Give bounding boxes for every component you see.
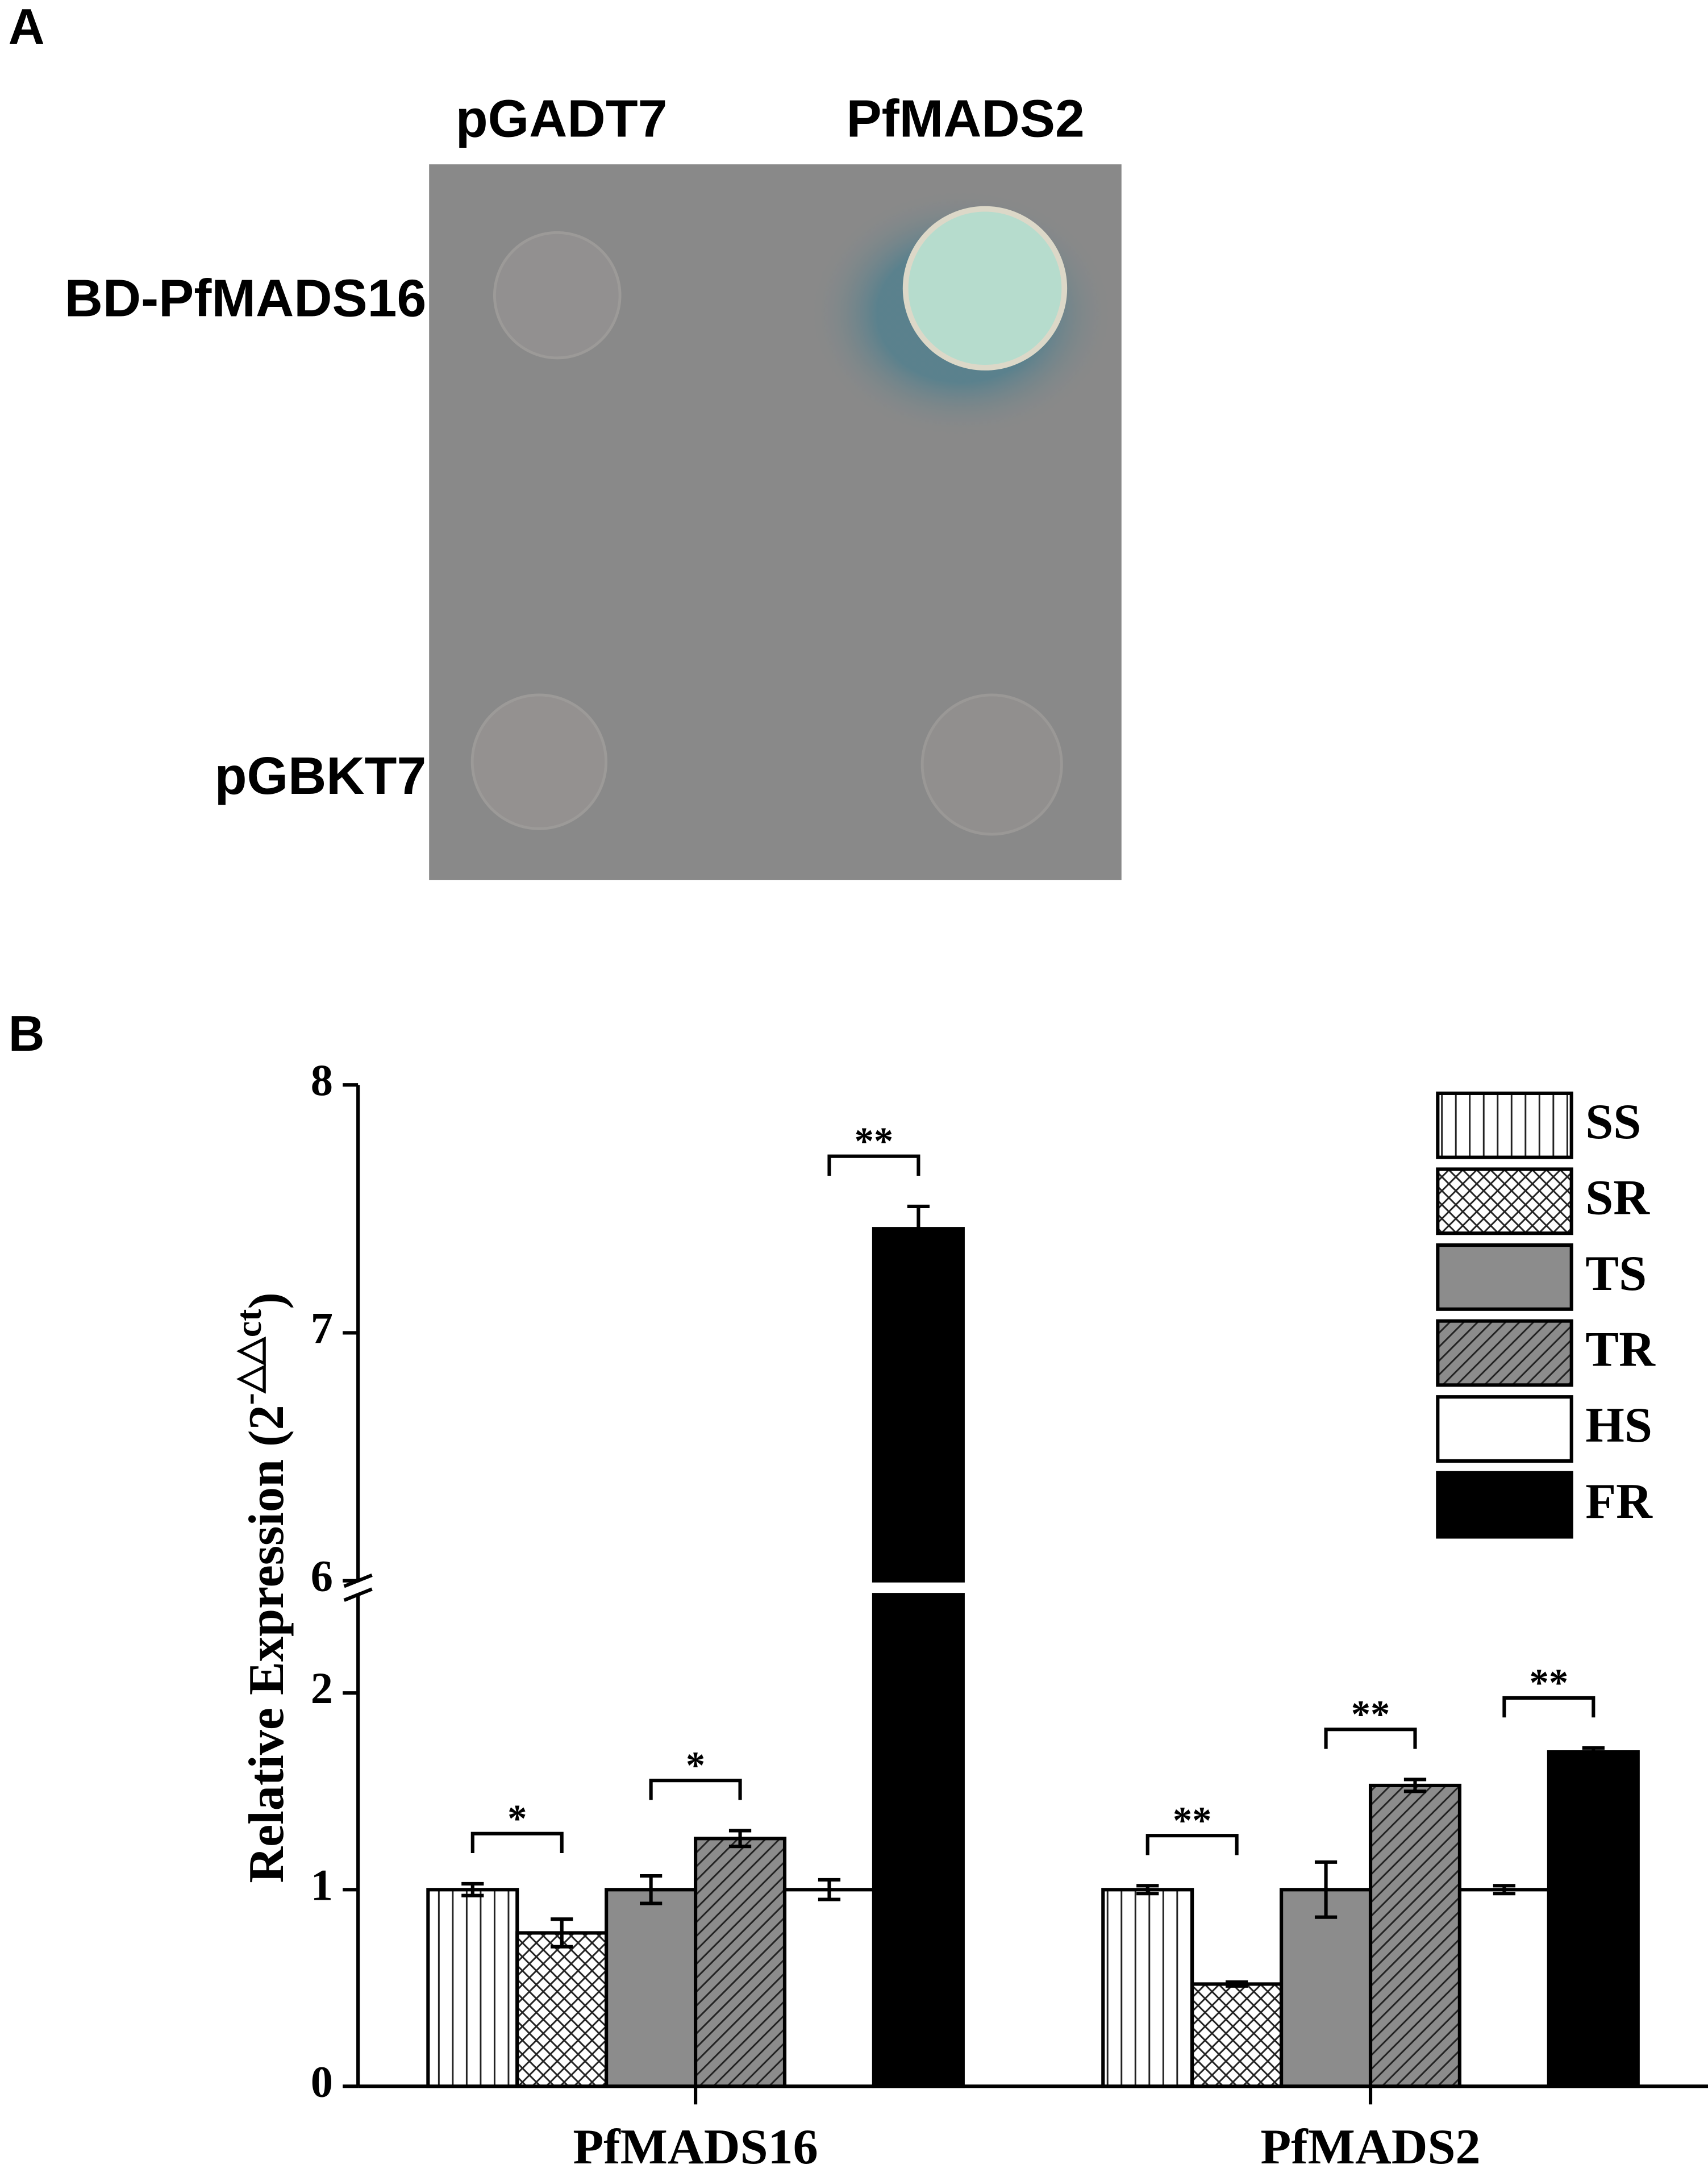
y-tick-label: 1 <box>311 1860 333 1909</box>
y-tick-label: 8 <box>311 1055 333 1105</box>
significance-label: ** <box>1351 1692 1390 1735</box>
legend-swatch <box>1436 1471 1573 1539</box>
significance-bracket <box>1145 1834 1239 1855</box>
yeast-plate <box>429 164 1122 880</box>
error-bar <box>818 1878 841 1901</box>
significance-bracket <box>649 1779 742 1800</box>
bar <box>1101 1888 1194 2088</box>
error-bar <box>1226 1980 1248 1988</box>
bar <box>782 1888 876 2088</box>
bar <box>515 1931 609 2088</box>
column-label: pGADT7 <box>456 89 668 148</box>
y-tick-label: 6 <box>311 1551 333 1601</box>
error-bar <box>1582 1746 1605 1758</box>
error-bar <box>728 1829 752 1849</box>
significance-bracket <box>470 1832 564 1853</box>
legend-swatch <box>1436 1091 1573 1159</box>
legend-label: TS <box>1585 1246 1647 1301</box>
error-bar <box>907 1204 930 1253</box>
significance-label: ** <box>1173 1799 1212 1842</box>
bar <box>1457 1888 1551 2088</box>
bar <box>694 1837 787 2088</box>
column-label: PfMADS2 <box>847 89 1085 148</box>
bar <box>1368 1783 1462 2088</box>
y-axis-label: Relative Expression (2-△△ct) <box>228 1292 294 1883</box>
significance-bracket <box>1502 1696 1595 1718</box>
legend-swatch <box>1436 1319 1573 1387</box>
error-bar <box>1136 1884 1159 1896</box>
legend-label: SR <box>1585 1170 1650 1226</box>
significance-label: ** <box>855 1119 894 1163</box>
bar <box>1280 1888 1373 2088</box>
legend-swatch <box>1436 1243 1573 1311</box>
y-tick-label: 7 <box>311 1303 333 1352</box>
bar <box>1547 1750 1640 2088</box>
bar <box>872 1227 965 2088</box>
significance-label: ** <box>1530 1661 1569 1704</box>
error-bar <box>1314 1860 1338 1919</box>
error-bar <box>1403 1778 1427 1793</box>
error-bar <box>640 1874 663 1905</box>
significance-bracket <box>1324 1728 1417 1749</box>
x-tick-label: PfMADS2 <box>1260 2119 1480 2175</box>
legend-label: SS <box>1585 1094 1641 1150</box>
bar <box>605 1888 698 2088</box>
y-tick-label: 0 <box>311 2057 333 2106</box>
panel-label: B <box>9 1005 45 1062</box>
bar <box>1190 1982 1284 2088</box>
error-bar <box>551 1917 573 1949</box>
error-bar <box>1493 1884 1516 1896</box>
legend-label: TR <box>1585 1322 1656 1377</box>
significance-bracket <box>827 1154 920 1176</box>
row-label: pGBKT7 <box>215 746 427 805</box>
bar <box>426 1888 519 2088</box>
legend-swatch <box>1436 1395 1573 1463</box>
x-tick-label: PfMADS16 <box>573 2119 818 2175</box>
legend-swatch <box>1436 1167 1573 1235</box>
significance-label: * <box>507 1797 527 1840</box>
y-tick-label: 2 <box>311 1663 333 1713</box>
error-bar <box>461 1882 484 1897</box>
significance-label: * <box>686 1743 705 1787</box>
row-label: BD-PfMADS16 <box>65 268 427 327</box>
legend-label: FR <box>1585 1474 1653 1529</box>
panel-label: A <box>9 0 45 55</box>
legend-label: HS <box>1585 1397 1652 1453</box>
